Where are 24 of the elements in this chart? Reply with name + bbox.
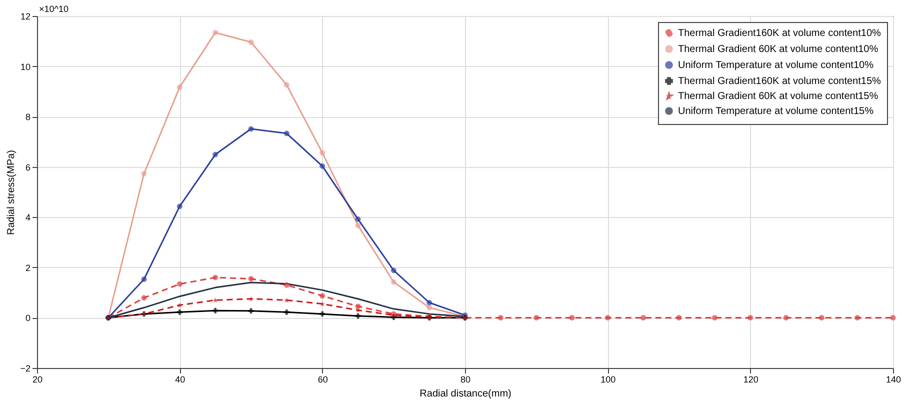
legend-label: Uniform Temperature at volume content10%: [678, 60, 874, 71]
x-tick-label: 80: [460, 374, 471, 384]
y-tick-label: 10: [20, 62, 30, 72]
y-tick-label: 0: [25, 313, 30, 324]
y-tick-label: 12: [20, 12, 30, 22]
y-tick-label: 2: [25, 262, 30, 273]
x-tick-label: 20: [32, 374, 43, 384]
y-tick-label: 8: [25, 112, 30, 122]
x-tick-label: 60: [318, 374, 328, 384]
y-tick-label: 4: [25, 212, 30, 223]
legend-label: Uniform Temperature at volume content15%: [678, 106, 874, 117]
legend-label: Thermal Gradient160K at volume content15%: [678, 76, 881, 87]
x-axis-title: Radial distance(mm): [420, 388, 512, 400]
legend-label: Thermal Gradient160K at volume content10%: [678, 28, 881, 39]
legend-label: Thermal Gradient 60K at volume content10%: [678, 44, 878, 55]
y-tick-label: 6: [25, 162, 30, 172]
x-tick-label: 120: [743, 374, 758, 384]
x-tick-label: 140: [886, 374, 902, 384]
y-axis-title: Radial stress(MPa): [6, 150, 18, 236]
legend-label: Thermal Gradient 60K at volume content15%: [678, 91, 878, 102]
x-tick-label: 40: [175, 374, 186, 384]
text: ×10^10: [39, 4, 69, 14]
x-tick-label: 100: [600, 374, 616, 384]
y-tick-label: −2: [20, 364, 30, 374]
